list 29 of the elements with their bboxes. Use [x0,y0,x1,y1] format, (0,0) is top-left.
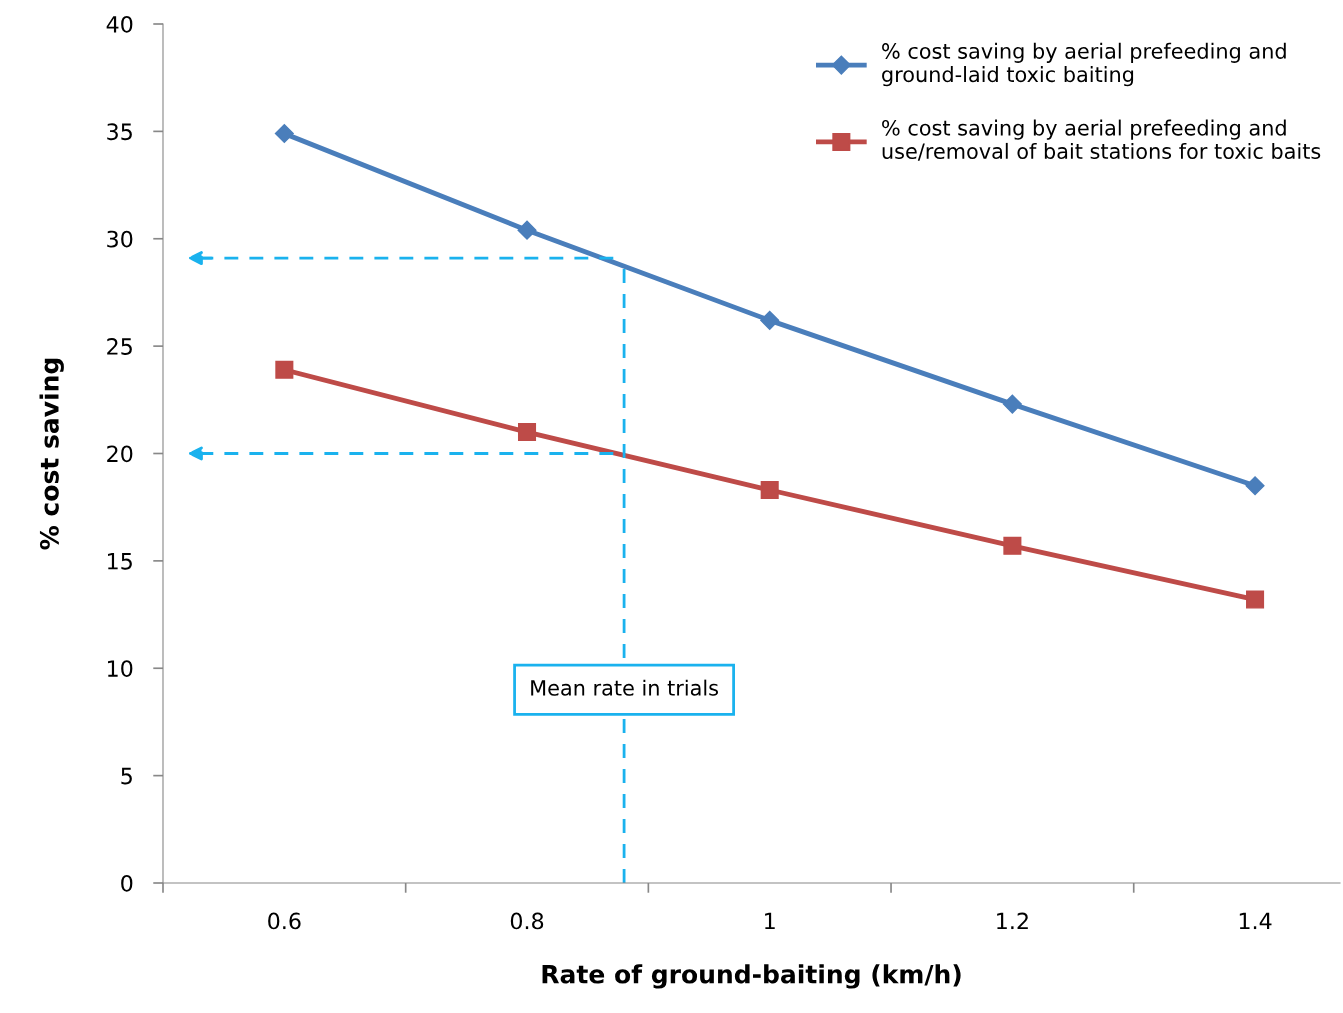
y-tick-label: 5 [121,767,132,785]
y-tick-label: 0 [121,874,133,892]
y-tick-label: 25 [107,338,132,355]
y-axis-title: % cost saving [39,358,64,550]
y-tick-label: 20 [107,445,133,463]
y-tick-label: 30 [107,230,133,248]
x-tick-label: 1.2 [997,912,1028,930]
point [1003,536,1022,555]
x-tick-label: 1 [765,912,775,930]
legend-label: % cost saving by aerial prefeeding and ground-laid toxic baiting [882,42,1286,87]
point [760,310,780,330]
x-tick-label: 0.8 [510,912,544,930]
x-tick-label: 0.6 [268,912,301,930]
ref-line-label: Mean rate in trials [531,679,719,696]
point [1246,590,1265,609]
y-tick-label: 40 [106,15,133,33]
legend-label: % cost saving by aerial prefeeding and use/removal of bait stations for toxic baits [882,119,1321,161]
x-axis-title: Rate of ground-baiting (km/h) [542,964,961,989]
point [517,220,537,240]
x-tick-label: 1.4 [1239,912,1272,930]
y-tick-label: 35 [107,123,132,141]
y-tick-label: 10 [108,660,133,678]
y-tick-label: 15 [108,553,132,570]
point [1245,476,1265,496]
point [760,480,779,500]
point [275,360,294,379]
point [274,123,294,144]
point [1002,394,1022,414]
point [517,422,537,442]
